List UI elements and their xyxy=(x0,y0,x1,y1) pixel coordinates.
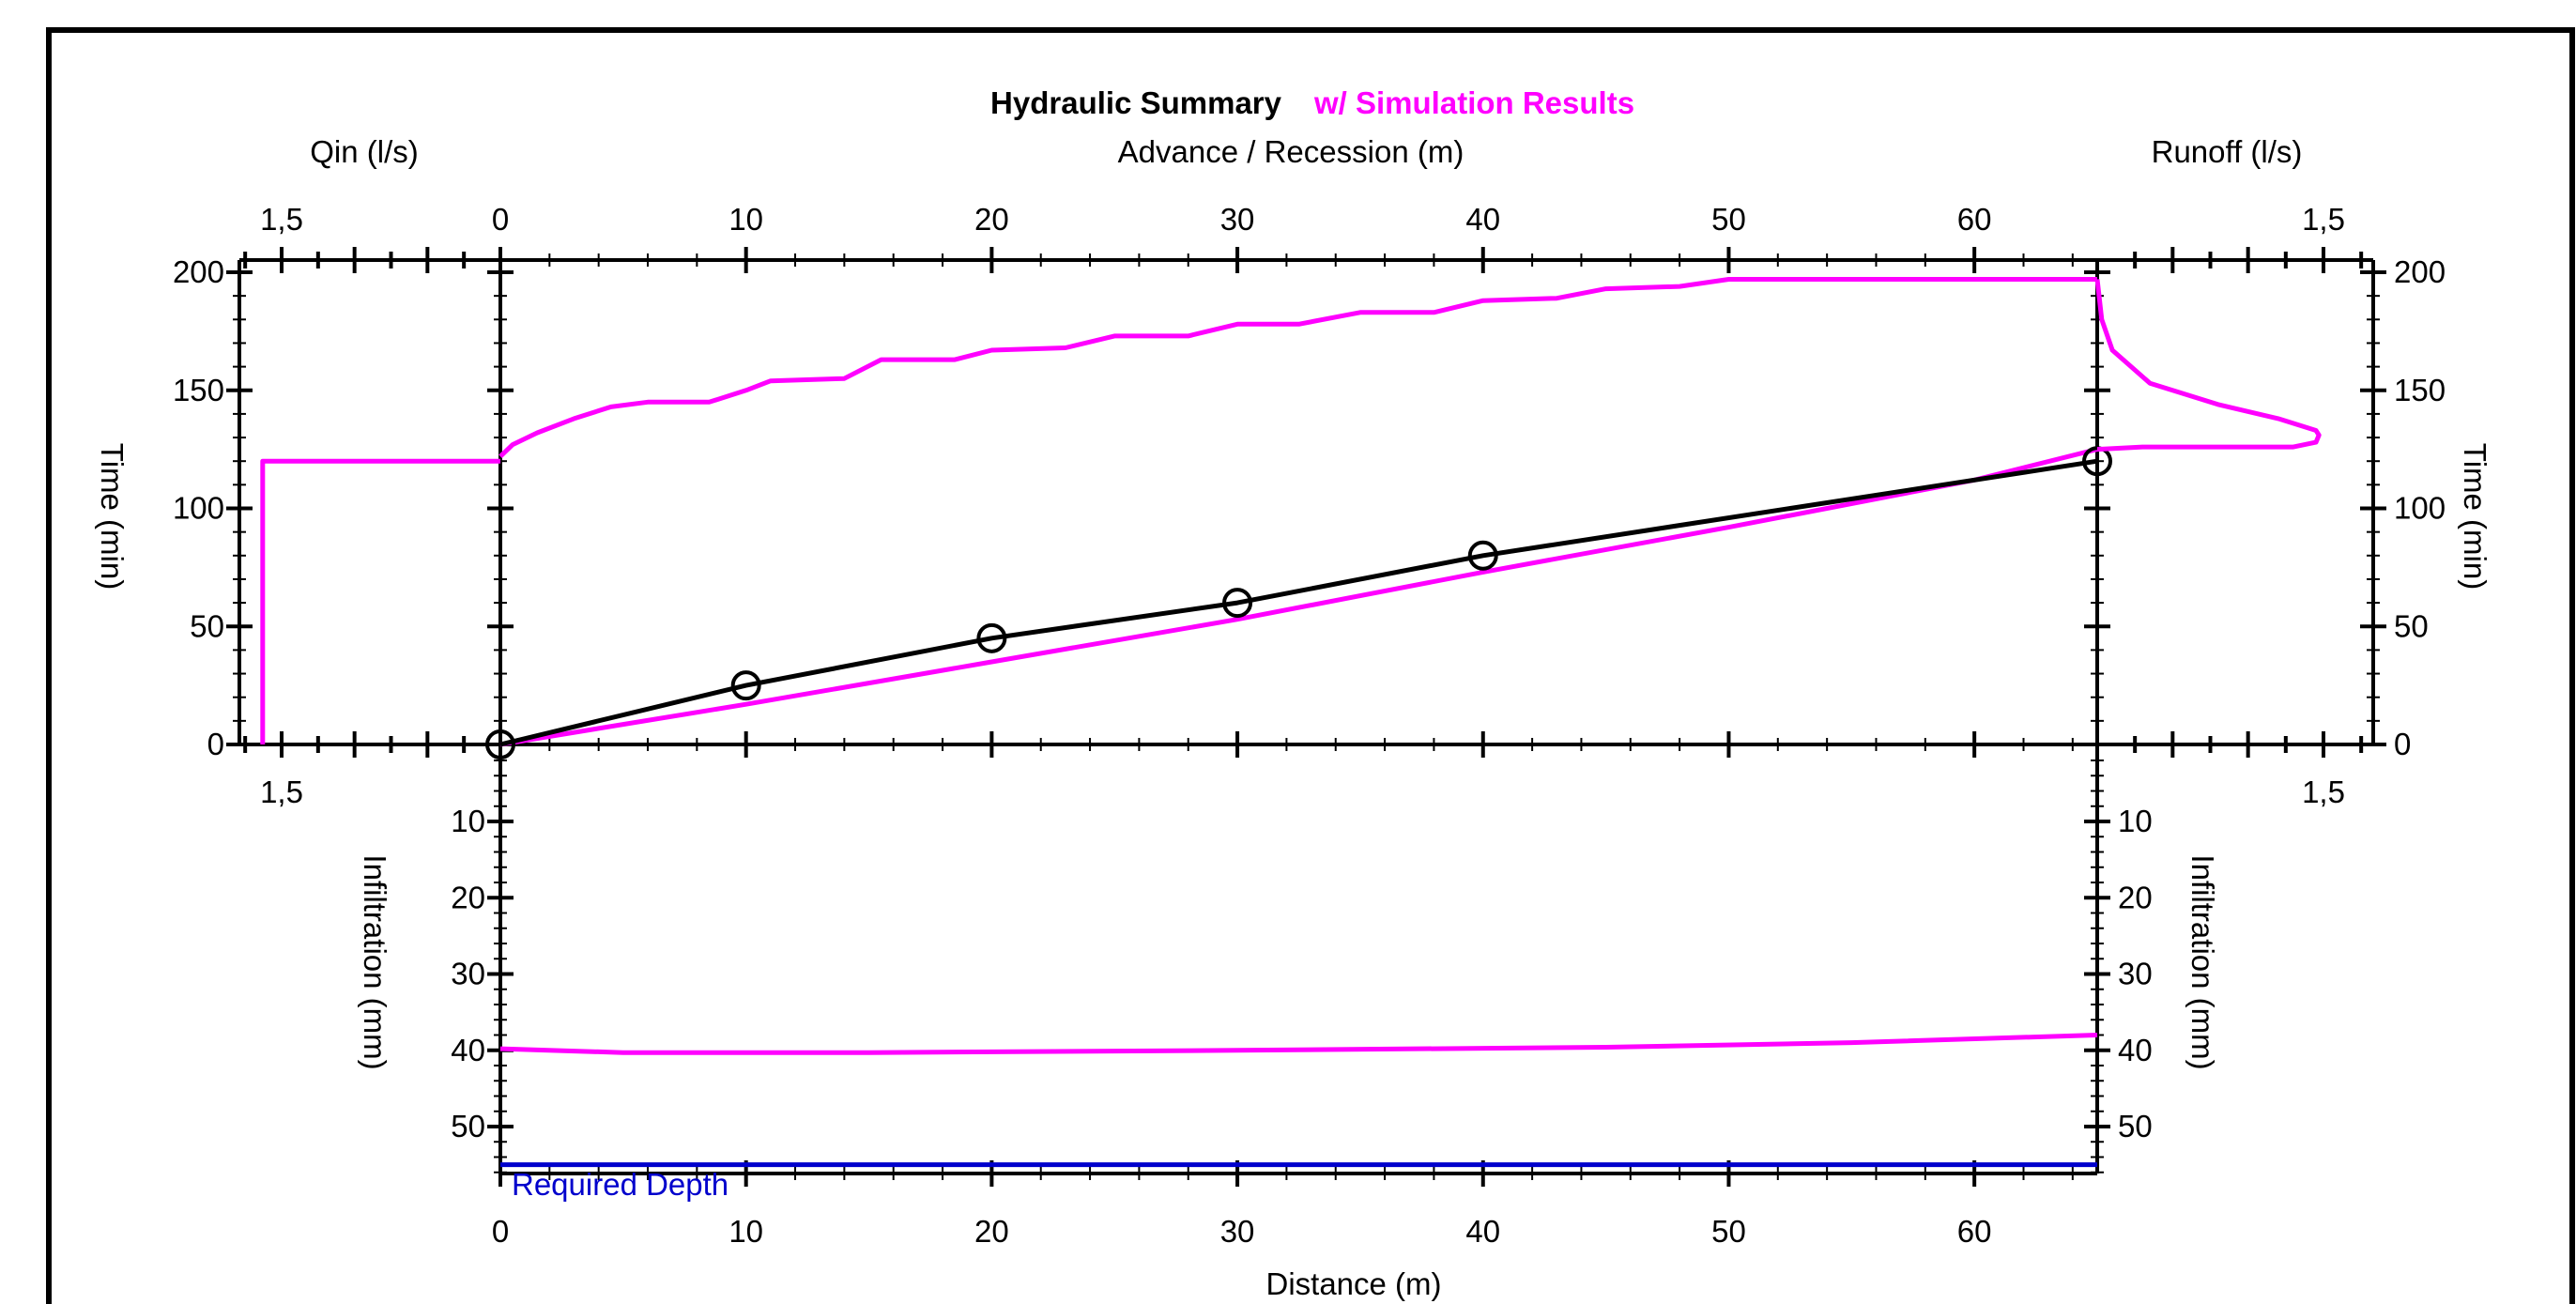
tick-label: 20 xyxy=(2118,880,2153,914)
tick-label: 1,5 xyxy=(2302,202,2345,237)
tick-label: 1,5 xyxy=(260,202,303,237)
tick-label: 50 xyxy=(1711,202,1746,237)
advance-observed-point xyxy=(1222,588,1253,619)
tick-label: 150 xyxy=(173,373,224,407)
tick-label: 40 xyxy=(2118,1033,2153,1067)
tick-label: 50 xyxy=(1711,1214,1746,1249)
distance-axis-title: Distance (m) xyxy=(1265,1266,1441,1301)
tick-label: 150 xyxy=(2394,373,2446,407)
advance-observed-point xyxy=(485,729,515,759)
axes xyxy=(238,258,2375,1175)
tick-label: 60 xyxy=(1957,202,1992,237)
advance-observed-line xyxy=(499,458,2098,747)
tick-label: 30 xyxy=(1220,1214,1255,1249)
tick-label: 10 xyxy=(2118,804,2153,838)
tick-label: 40 xyxy=(1465,202,1500,237)
tick-label: 20 xyxy=(974,1214,1009,1249)
advance-observed-point xyxy=(976,622,1007,653)
advance-simulated-line xyxy=(499,447,2098,747)
tick-label: 50 xyxy=(2118,1109,2153,1143)
chart-title: Hydraulic Summary xyxy=(990,85,1282,120)
tick-label: 50 xyxy=(190,608,224,643)
infiltration-axis-title-left: Infiltration (mm) xyxy=(358,854,392,1069)
tick-label: 20 xyxy=(974,202,1009,237)
tick-label: 0 xyxy=(492,1214,509,1249)
tick-label: 40 xyxy=(451,1033,485,1067)
tick-label: 30 xyxy=(2118,957,2153,991)
chart-subtitle: w/ Simulation Results xyxy=(1313,85,1634,120)
chart-frame xyxy=(46,27,2575,1304)
advance-observed-point xyxy=(1467,540,1498,571)
tick-label: 60 xyxy=(1957,1214,1992,1249)
tick-label: 50 xyxy=(451,1109,485,1143)
tick-label: 10 xyxy=(451,804,485,838)
runoff-series-line xyxy=(2094,279,2322,453)
tick-label: 200 xyxy=(2394,254,2446,289)
time-axis-title-left: Time (min) xyxy=(95,443,130,590)
tick-label: 0 xyxy=(207,727,224,761)
tick-label: 1,5 xyxy=(2302,775,2345,809)
tick-label: 0 xyxy=(492,202,509,237)
infiltration-simulated-line xyxy=(499,1033,2098,1055)
tick-label: 10 xyxy=(728,1214,763,1249)
required-depth-label: Required Depth xyxy=(512,1167,728,1202)
advance-axis-title: Advance / Recession (m) xyxy=(1118,134,1464,169)
time-axis-title-right: Time (min) xyxy=(2458,443,2492,590)
advance-observed-point xyxy=(730,670,761,701)
tick-label: 100 xyxy=(173,491,224,526)
qin-axis-title: Qin (l/s) xyxy=(310,134,419,169)
qin-series-line xyxy=(260,458,500,744)
tick-marks xyxy=(226,247,2386,1187)
tick-label: 100 xyxy=(2394,491,2446,526)
tick-label: 10 xyxy=(728,202,763,237)
runoff-axis-title: Runoff (l/s) xyxy=(2152,134,2303,169)
tick-label: 1,5 xyxy=(260,775,303,809)
tick-label: 30 xyxy=(451,957,485,991)
tick-label: 30 xyxy=(1220,202,1255,237)
tick-label: 40 xyxy=(1465,1214,1500,1249)
tick-labels: 0 0 50 50 100 100 150 150 200 200 0 0 10 10 20 20 30 30 40… xyxy=(173,202,2446,1249)
plot-area xyxy=(260,277,2322,1168)
tick-label: 0 xyxy=(2394,727,2411,761)
tick-label: 50 xyxy=(2394,608,2429,643)
tick-label: 200 xyxy=(173,254,224,289)
tick-label: 20 xyxy=(451,880,485,914)
recession-simulated-line xyxy=(498,277,2097,459)
infiltration-axis-title-right: Infiltration (mm) xyxy=(2185,854,2220,1069)
